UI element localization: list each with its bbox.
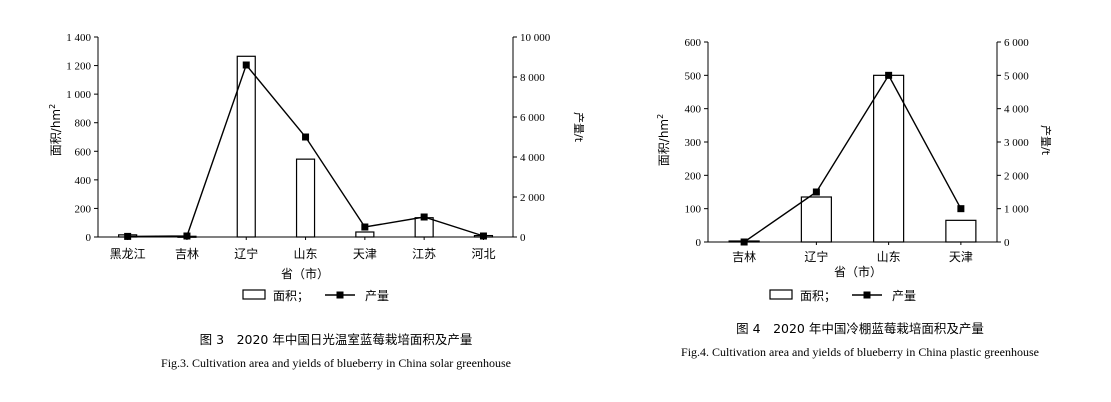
y-axis-right-label: 产量/t — [1039, 125, 1053, 156]
legend-line-label: 产量 — [365, 289, 389, 303]
left-tick-label: 500 — [685, 70, 702, 82]
left-tick-label: 600 — [685, 37, 702, 49]
x-tick-label: 山东 — [877, 250, 901, 264]
left-tick-label: 1 000 — [66, 89, 91, 101]
left-tick-label: 200 — [75, 203, 92, 215]
right-tick-label: 4 000 — [520, 152, 545, 164]
left-tick-label: 1 200 — [66, 61, 91, 73]
point-yield-4 — [361, 223, 369, 231]
left-tick-label: 100 — [685, 204, 702, 216]
legend-line-marker — [863, 291, 871, 299]
x-axis-label: 省（市） — [834, 264, 882, 279]
line-yield — [743, 73, 962, 243]
bar-area-4 — [355, 231, 375, 238]
left-tick-label: 600 — [75, 146, 92, 158]
chart-1: 0 200 400 600 800 1 000 1 200 1 400 0 2 000 4 000 6… — [48, 32, 586, 370]
point-yield-1 — [183, 232, 191, 240]
x-tick-label: 吉林 — [732, 250, 756, 264]
legend-line-label: 产量 — [892, 289, 916, 303]
point-yield-6 — [479, 232, 487, 240]
bar-area-5 — [414, 217, 434, 238]
point-yield-0 — [124, 232, 132, 240]
chart-2: 0 100 200 300 400 500 600 0 1 000 2 000 3 000 4 000… — [656, 37, 1053, 359]
point-yield-5 — [420, 213, 428, 221]
bar-area-3 — [945, 219, 977, 243]
right-tick-label: 6 000 — [520, 112, 545, 124]
point-yield-2 — [242, 61, 250, 69]
point-yield-2 — [885, 71, 893, 79]
right-tick-label: 4 000 — [1004, 104, 1029, 116]
right-tick-label: 2 000 — [520, 192, 545, 204]
left-tick-label: 0 — [696, 237, 702, 249]
bar-area-1 — [800, 196, 832, 243]
legend-line-marker — [336, 291, 344, 299]
bar-area-3 — [295, 158, 316, 238]
point-yield-3 — [302, 133, 310, 141]
right-tick-label: 0 — [520, 232, 526, 244]
x-tick-label: 山东 — [294, 247, 318, 261]
right-tick-label: 5 000 — [1004, 70, 1029, 82]
caption-zh: 图 3 2020 年中国日光温室蓝莓栽培面积及产量 — [200, 332, 473, 347]
left-tick-label: 200 — [685, 170, 702, 182]
x-tick-label: 天津 — [353, 247, 377, 261]
legend-bar-label: 面积； — [273, 289, 309, 303]
y-axis-left-label-sup: 2 — [48, 104, 57, 109]
point-yield-3 — [957, 205, 965, 213]
y-axis-left-label: 面积/hm2 — [48, 104, 63, 156]
left-tick-label: 800 — [75, 118, 92, 130]
x-tick-label: 河北 — [471, 247, 495, 261]
right-tick-label: 1 000 — [1004, 204, 1029, 216]
x-tick-label: 天津 — [949, 250, 973, 264]
point-yield-1 — [812, 188, 820, 196]
x-tick-label: 江苏 — [412, 247, 436, 261]
legend-bar-swatch — [242, 289, 266, 300]
right-tick-label: 3 000 — [1004, 137, 1029, 149]
left-tick-label: 1 400 — [66, 32, 91, 44]
left-tick-label: 400 — [75, 175, 92, 187]
left-tick-label: 0 — [86, 232, 92, 244]
legend-bar-label: 面积； — [800, 289, 836, 303]
left-tick-label: 300 — [685, 137, 702, 149]
right-tick-label: 0 — [1004, 237, 1010, 249]
y-axis-left-label: 面积/hm2 — [656, 114, 671, 166]
caption-en: Fig.4. Cultivation area and yields of bl… — [681, 345, 1039, 359]
caption-en: Fig.3. Cultivation area and yields of bl… — [161, 356, 511, 370]
x-axis-label: 省（市） — [281, 266, 329, 281]
point-yield-0 — [740, 238, 748, 246]
legend-bar-swatch — [769, 289, 793, 300]
x-tick-label: 辽宁 — [804, 249, 828, 264]
right-tick-label: 10 000 — [520, 32, 551, 44]
left-tick-label: 400 — [685, 104, 702, 116]
bar-area-2 — [873, 74, 905, 243]
y-axis-right-label: 产量/t — [572, 112, 586, 143]
caption-zh: 图 4 2020 年中国冷棚蓝莓栽培面积及产量 — [736, 321, 984, 336]
y-axis-left-label-sup: 2 — [656, 114, 665, 119]
x-tick-label: 黑龙江 — [110, 247, 146, 261]
x-tick-label: 辽宁 — [234, 246, 258, 261]
x-tick-label: 吉林 — [175, 247, 199, 261]
right-tick-label: 8 000 — [520, 72, 545, 84]
right-tick-label: 2 000 — [1004, 170, 1029, 182]
right-tick-label: 6 000 — [1004, 37, 1029, 49]
